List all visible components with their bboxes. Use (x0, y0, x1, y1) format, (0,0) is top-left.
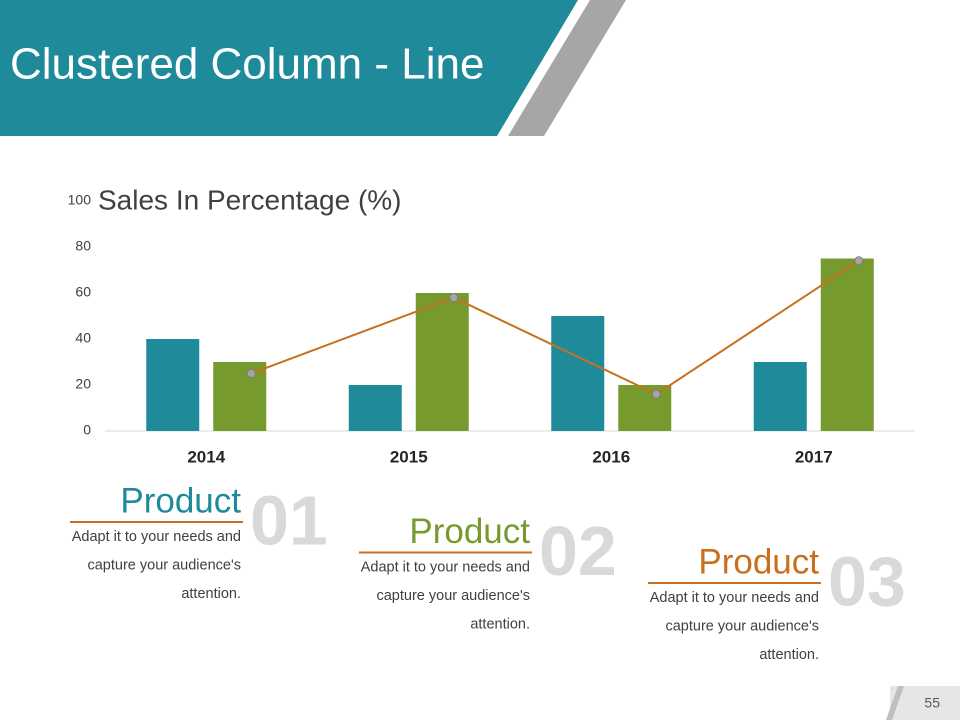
line-marker (651, 389, 661, 399)
x-tick-label: 2014 (187, 447, 225, 466)
header-band (0, 0, 578, 136)
y-tick-label: 60 (75, 284, 91, 300)
product-text: attention. (181, 586, 241, 602)
x-tick-label: 2017 (795, 447, 833, 466)
y-tick-label: 0 (83, 422, 91, 438)
chart-title: Sales In Percentage (%) (98, 184, 402, 215)
line-marker (854, 256, 864, 266)
product-text: Adapt it to your needs and (650, 590, 819, 606)
bar (213, 362, 267, 431)
product-number: 02 (539, 512, 617, 590)
bar (348, 385, 402, 431)
slide-title: Clustered Column - Line (10, 40, 484, 89)
product-text: Adapt it to your needs and (361, 559, 530, 575)
product-text: attention. (470, 616, 530, 632)
product-title: Product (698, 542, 819, 581)
line-marker (246, 369, 256, 378)
bar (146, 339, 200, 431)
line-marker (449, 293, 459, 303)
bar (820, 258, 874, 431)
x-tick-label: 2015 (390, 447, 428, 466)
product-number: 01 (250, 481, 328, 559)
product-text: attention. (759, 647, 819, 663)
product-text: capture your audience's (665, 618, 819, 634)
product-text: Adapt it to your needs and (72, 529, 241, 545)
page-stripe (886, 686, 904, 720)
y-tick-label: 80 (75, 238, 91, 254)
bar (551, 316, 605, 431)
product-title: Product (409, 512, 530, 551)
product-title: Product (120, 481, 241, 520)
line (250, 259, 860, 396)
x-tick-label: 2016 (592, 447, 630, 466)
y-tick-label: 20 (75, 376, 91, 392)
y-tick-label: 40 (75, 330, 91, 346)
y-tick-label: 100 (68, 192, 92, 208)
product-text: capture your audience's (87, 557, 241, 573)
page-number: 55 (924, 695, 940, 711)
bar (618, 385, 672, 431)
header-stripe (508, 0, 626, 136)
bar (753, 362, 807, 431)
product-number: 03 (828, 542, 906, 620)
bar (415, 293, 469, 431)
product-text: capture your audience's (376, 588, 530, 604)
